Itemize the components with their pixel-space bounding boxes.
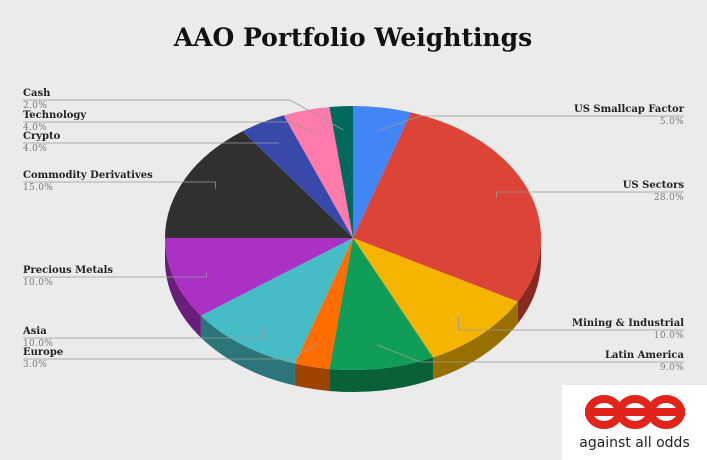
pie-slice-asia bbox=[200, 238, 353, 364]
slice-value-asia: 10.0% bbox=[23, 339, 53, 349]
pie-side-walls bbox=[165, 238, 542, 392]
pie-slice-us-sectors bbox=[353, 112, 542, 302]
slice-label-mining-and-industrial: Mining & Industrial bbox=[572, 318, 684, 329]
leader-line-latin-america bbox=[376, 344, 684, 363]
pie-slice-technology bbox=[283, 107, 353, 238]
pie-side-precious-metals bbox=[165, 238, 201, 338]
leader-line-us-sectors bbox=[495, 191, 684, 199]
slice-value-europe: 3.0% bbox=[23, 360, 47, 370]
pie-slice-commodity-derivatives bbox=[165, 131, 353, 238]
leader-line-precious-metals bbox=[23, 271, 207, 278]
pie-slices bbox=[165, 106, 542, 392]
slice-label-technology: Technology bbox=[23, 110, 87, 121]
aao-logo: against all odds bbox=[562, 385, 707, 460]
pie-side-europe bbox=[294, 363, 330, 391]
leader-line-asia bbox=[23, 325, 263, 339]
slice-value-us-sectors: 28.0% bbox=[654, 193, 684, 203]
pie-labels: US Smallcap Factor 5.0% US Sectors 28.0% Min… bbox=[22, 88, 685, 373]
leader-line-commodity-derivatives bbox=[23, 181, 217, 189]
slice-value-crypto: 4.0% bbox=[23, 144, 47, 154]
slice-label-precious-metals: Precious Metals bbox=[23, 265, 113, 276]
leader-line-us-smallcap-factor bbox=[376, 115, 684, 132]
slice-label-commodity-derivatives: Commodity Derivatives bbox=[23, 170, 153, 181]
pie-side-mining-and-industrial bbox=[433, 301, 518, 380]
slice-label-us-sectors: US Sectors bbox=[623, 180, 685, 191]
slice-value-technology: 4.0% bbox=[23, 123, 47, 133]
pie-side-us-sectors bbox=[517, 238, 542, 324]
slice-label-europe: Europe bbox=[23, 347, 63, 358]
aao-logo-mark-icon bbox=[585, 395, 685, 429]
slice-value-cash: 2.0% bbox=[23, 101, 47, 111]
slice-value-commodity-derivatives: 15.0% bbox=[23, 183, 53, 193]
leader-line-europe bbox=[23, 343, 320, 360]
leader-line-mining-and-industrial bbox=[458, 316, 684, 331]
pie-side-latin-america bbox=[329, 357, 434, 392]
chart-title: AAO Portfolio Weightings bbox=[173, 23, 532, 52]
slice-value-mining-and-industrial: 10.0% bbox=[654, 331, 684, 341]
pie-slice-crypto bbox=[242, 115, 353, 238]
slice-label-us-smallcap-factor: US Smallcap Factor bbox=[574, 104, 685, 115]
slice-label-cash: Cash bbox=[23, 88, 51, 99]
pie-slice-europe bbox=[294, 238, 353, 369]
leader-line-technology bbox=[23, 121, 315, 134]
slice-value-precious-metals: 10.0% bbox=[23, 278, 53, 288]
slice-value-latin-america: 9.0% bbox=[660, 363, 684, 373]
slice-value-us-smallcap-factor: 5.0% bbox=[660, 117, 684, 127]
leader-line-cash bbox=[23, 99, 344, 131]
slice-label-asia: Asia bbox=[22, 326, 47, 337]
slice-label-latin-america: Latin America bbox=[605, 350, 685, 361]
pie-slice-cash bbox=[329, 106, 353, 238]
pie-slice-latin-america bbox=[329, 238, 434, 371]
pie-side-asia bbox=[200, 315, 295, 386]
pie-slice-us-smallcap-factor bbox=[353, 106, 412, 238]
slice-label-crypto: Crypto bbox=[23, 131, 61, 142]
pie-slice-precious-metals bbox=[165, 238, 353, 316]
logo-tagline: against all odds bbox=[579, 435, 690, 451]
pie-slice-mining-and-industrial bbox=[353, 238, 518, 358]
